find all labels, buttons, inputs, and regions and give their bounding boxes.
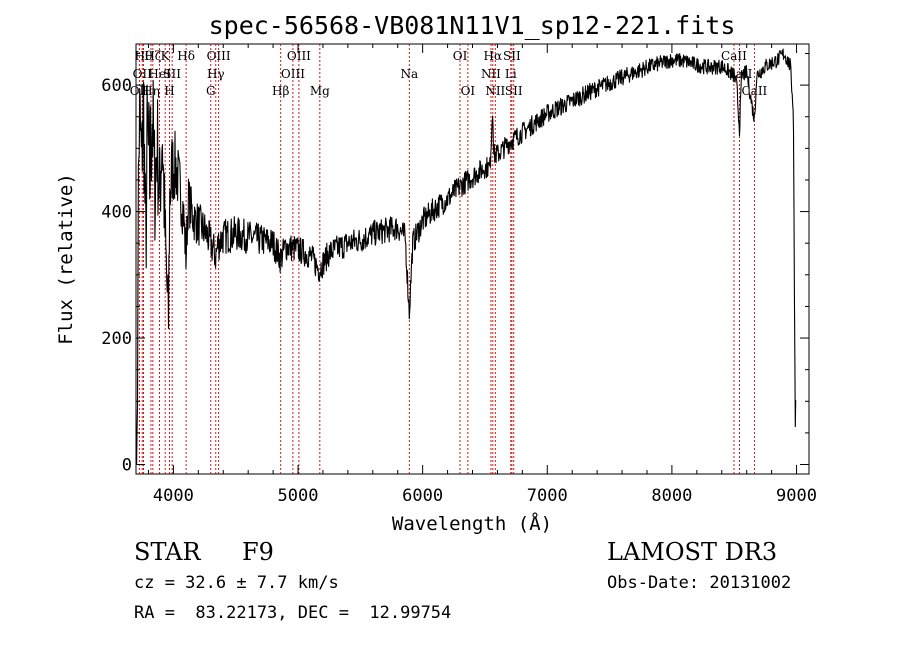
spectral-line-label: HeI: [148, 67, 171, 81]
spectral-line-label: OIII: [207, 49, 231, 63]
spectral-line-label: SII: [505, 84, 523, 98]
spectral-line-label: OII: [133, 67, 153, 81]
spectral-line-label: Hζ: [144, 49, 161, 63]
spectral-line-label: Na: [400, 67, 418, 81]
x-tick-label: 5000: [278, 486, 319, 506]
spectral-line-label: Li: [505, 67, 517, 81]
spectral-line-label: NII: [485, 84, 505, 98]
spectral-line-label: SII: [163, 67, 181, 81]
x-axis-label: Wavelength (Å): [392, 512, 552, 535]
spectral-line-label: NII: [481, 67, 501, 81]
spectral-line-label: Hβ: [272, 84, 289, 98]
spectral-line-label: CaII: [741, 84, 767, 98]
spectral-line-label: Hγ: [207, 67, 225, 81]
spectral-line-label: Hθ: [135, 49, 153, 63]
spectral-line-label: CaII: [721, 49, 747, 63]
cz-text: cz = 32.6 ± 7.7 km/s: [134, 573, 339, 593]
y-tick-label: 400: [101, 203, 132, 223]
x-tick-label: 8000: [651, 486, 692, 506]
survey-label: LAMOST DR3: [607, 538, 778, 566]
subclass-label: F9: [242, 538, 274, 566]
spectral-line-label: Hδ: [177, 49, 195, 63]
x-tick-label: 4000: [153, 486, 194, 506]
spectral-line-label: H: [164, 84, 174, 98]
obs-date-text: Obs-Date: 20131002: [607, 573, 792, 593]
y-tick-label: 0: [122, 456, 132, 476]
spectral-line-label: OI: [461, 84, 476, 98]
spectral-line-markers: [138, 44, 755, 474]
spectral-line-label: G: [206, 84, 216, 98]
x-tick-label: 6000: [402, 486, 443, 506]
x-axis-ticks: 4000 5000 6000 7000 8000 9000: [147, 44, 817, 506]
spectral-line-label: Hα: [484, 49, 503, 63]
x-tick-label: 7000: [527, 486, 568, 506]
spectral-line-label: OIII: [287, 49, 311, 63]
spectral-line-label: Mg: [310, 84, 330, 98]
spectral-line-labels: OIIOIIHθHηHζHeIKHSIIHδGHγOIIIHβOIIIOIIIM…: [130, 49, 768, 98]
spectral-line-label: Hη: [142, 84, 160, 98]
class-label: STAR: [134, 538, 201, 566]
spectrum-series: [136, 48, 797, 465]
spectrum-line: [136, 48, 797, 465]
x-tick-label: 9000: [776, 486, 817, 506]
spectral-line-label: OI: [453, 49, 468, 63]
spectral-line-label: SII: [503, 49, 521, 63]
chart-title: spec-56568-VB081N11V1_sp12-221.fits: [209, 11, 736, 40]
y-tick-label: 600: [101, 76, 132, 96]
y-axis-label: Flux (relative): [55, 173, 77, 345]
plot-frame: [135, 43, 810, 475]
y-tick-label: 200: [101, 329, 132, 349]
coordinates-text: RA = 83.22173, DEC = 12.99754: [134, 603, 452, 623]
spectral-line-label: OIII: [281, 67, 305, 81]
y-axis-ticks: 0 200 400 600: [101, 52, 809, 476]
spectral-line-label: K: [161, 49, 171, 63]
